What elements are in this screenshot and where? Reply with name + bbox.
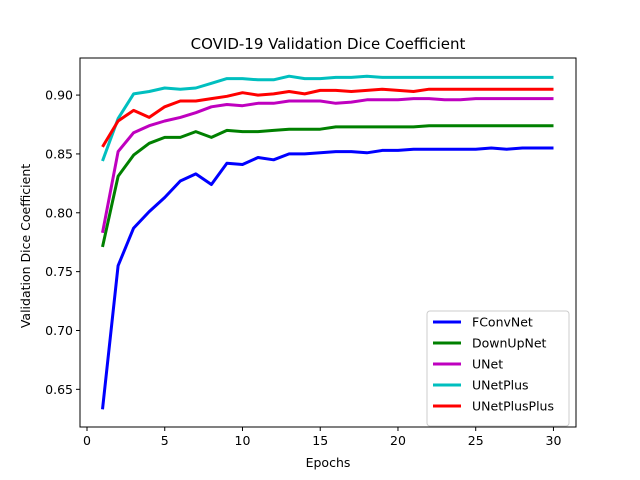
legend-label-unetplus: UNetPlus bbox=[472, 378, 529, 393]
x-tick-label: 10 bbox=[235, 433, 251, 448]
x-tick-label: 15 bbox=[312, 433, 328, 448]
series-line-unetplusplus bbox=[101, 87, 554, 148]
axes-frame bbox=[79, 57, 577, 428]
legend-box bbox=[426, 310, 570, 427]
x-tick-label: 25 bbox=[468, 433, 484, 448]
y-tick-label: 0.85 bbox=[45, 146, 73, 161]
y-tick-label: 0.75 bbox=[45, 264, 73, 279]
chart-title: COVID-19 Validation Dice Coefficient bbox=[191, 35, 466, 53]
legend-label-downupnet: DownUpNet bbox=[472, 336, 547, 351]
x-axis-title: Epochs bbox=[306, 455, 351, 470]
legend-label-unet: UNet bbox=[472, 357, 503, 372]
y-axis-title: Validation Dice Coefficient bbox=[18, 164, 33, 328]
x-tick-label: 30 bbox=[546, 433, 562, 448]
x-tick-label: 5 bbox=[161, 433, 169, 448]
legend-label-fconvnet: FConvNet bbox=[472, 315, 533, 330]
y-tick-label: 0.80 bbox=[45, 205, 73, 220]
x-tick-label: 0 bbox=[83, 433, 91, 448]
plot-area: 0 5 10 15 20 25 30 0.65 0.70 0.75 0.80 0.85 0.90 bbox=[45, 57, 577, 448]
series-line-unet bbox=[101, 97, 554, 234]
y-tick-label: 0.70 bbox=[45, 323, 73, 338]
y-tick-label: 0.90 bbox=[45, 88, 73, 103]
legend-label-unetplusplus: UNetPlusPlus bbox=[472, 399, 554, 414]
x-tick-label: 20 bbox=[390, 433, 406, 448]
series-line-fconvnet bbox=[101, 146, 554, 410]
legend: FConvNet DownUpNet UNet UNetPlus UNetPlusPlu… bbox=[426, 310, 570, 427]
series-line-downupnet bbox=[101, 124, 554, 248]
y-tick-label: 0.65 bbox=[45, 382, 73, 397]
series-line-unetplus bbox=[101, 74, 554, 162]
